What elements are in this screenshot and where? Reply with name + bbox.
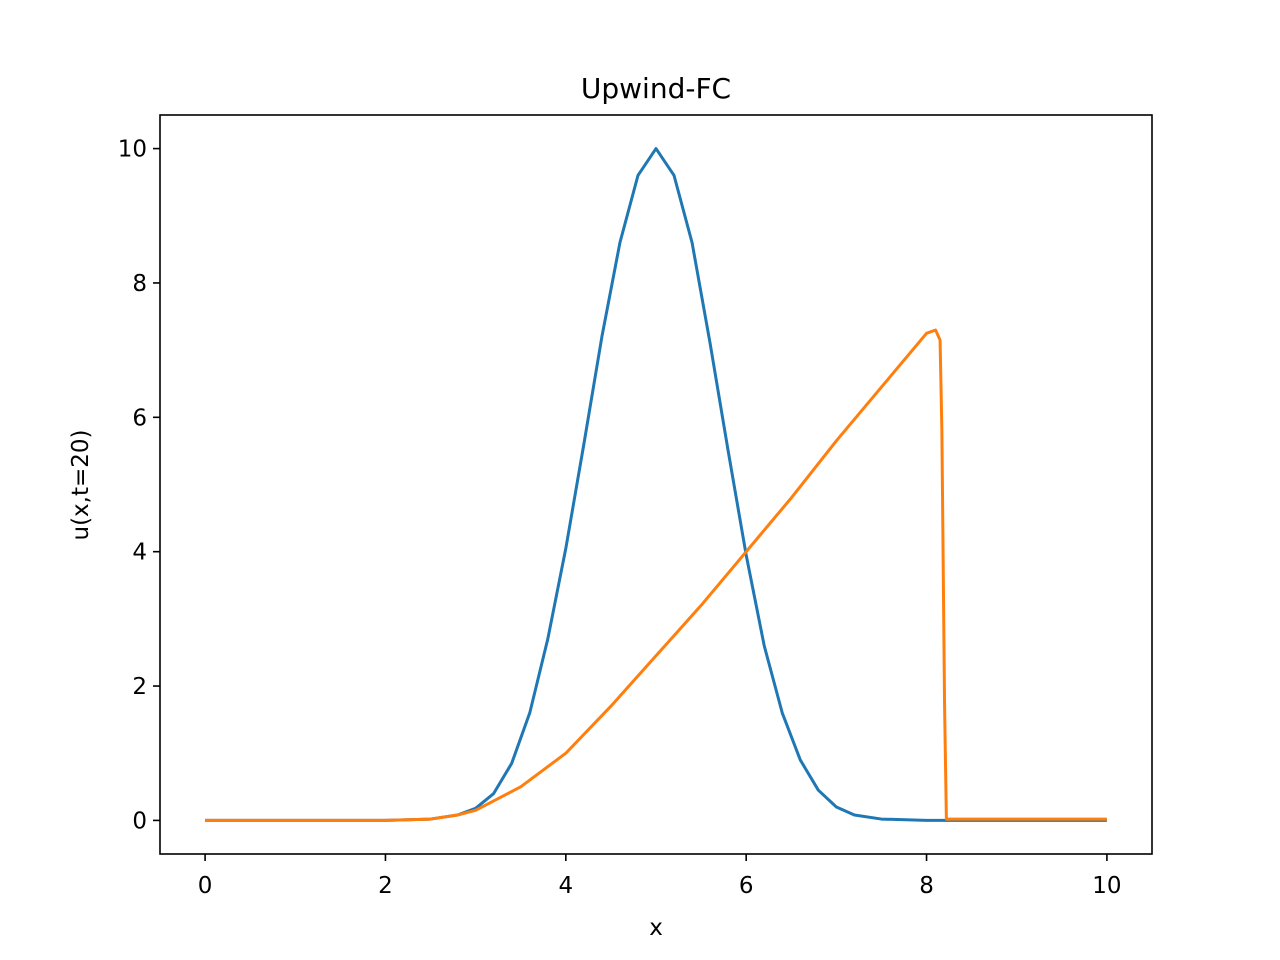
x-tick-label: 4 (558, 873, 573, 899)
y-tick-label: 6 (132, 405, 147, 431)
plot-area (159, 114, 1153, 855)
x-tick-label: 2 (378, 873, 393, 899)
y-tick-label: 0 (132, 808, 147, 834)
x-tick-label: 8 (919, 873, 934, 899)
y-axis-ticks: 0 2 4 6 8 10 (118, 137, 160, 834)
plot-frame (159, 114, 1153, 855)
y-tick-label: 2 (132, 674, 147, 700)
y-tick-label: 10 (118, 137, 147, 163)
x-axis-label: x (649, 915, 663, 941)
y-tick-label: 4 (132, 540, 147, 566)
x-tick-label: 6 (739, 873, 754, 899)
x-axis-ticks: 0 2 4 6 8 10 (198, 854, 1122, 899)
x-tick-label: 10 (1092, 873, 1121, 899)
y-tick-label: 8 (132, 271, 147, 297)
series-line-2 (205, 328, 1107, 822)
series-line-1 (205, 147, 1107, 822)
y-axis-label: u(x,t=20) (68, 429, 94, 540)
x-tick-label: 0 (198, 873, 213, 899)
chart-title: Upwind-FC (581, 72, 731, 105)
